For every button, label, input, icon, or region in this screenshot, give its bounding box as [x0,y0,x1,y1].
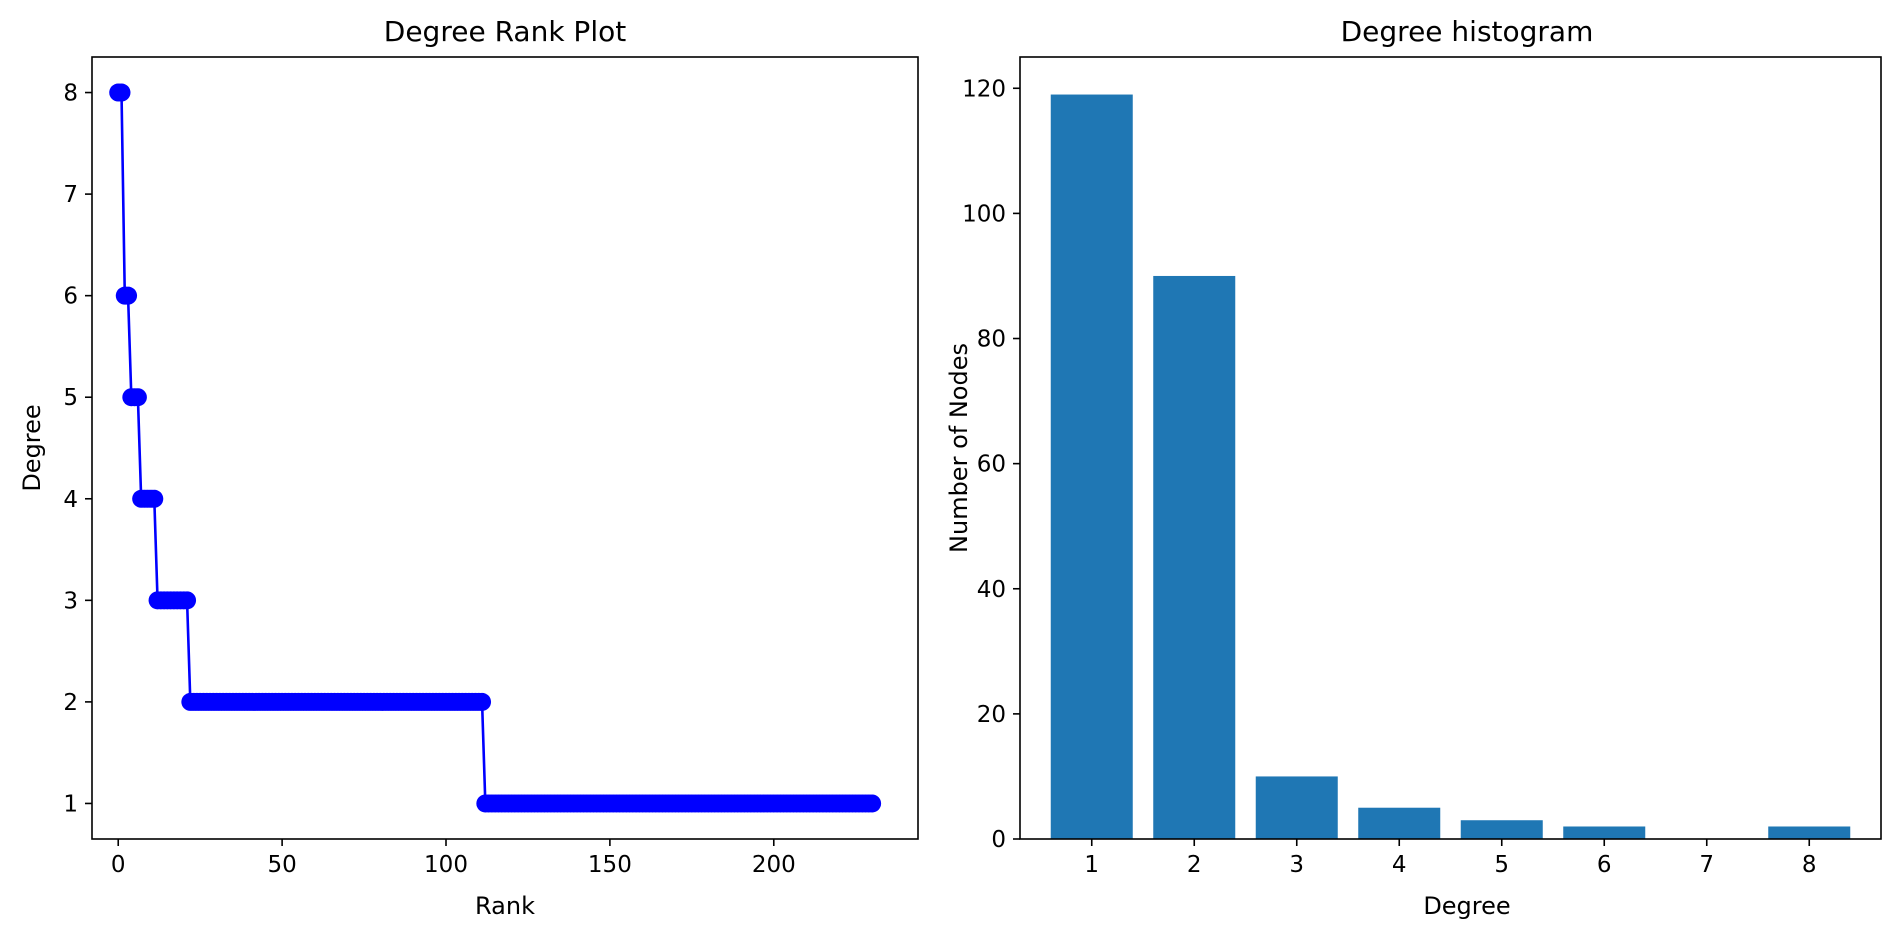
rank-plot-point [178,591,197,610]
histogram-x-tick-label: 2 [1187,852,1202,878]
degree-rank-plot: Degree Rank Plot 0 50 100 150 200 1 2 3 4 5 6 7 8 Ra… [18,15,919,920]
histogram-bar-degree-1 [1050,94,1133,839]
rank-plot-frame [91,56,919,840]
rank-plot-y-tick-label: 7 [63,182,78,208]
degree-histogram: Degree histogram 1 2 3 4 5 6 7 8020406080100120… [945,15,1882,920]
rank-plot-x-tick-label: 100 [424,852,468,878]
rank-plot-y-axis-label: Degree [18,404,46,491]
rank-plot-ticks: 0 50 100 150 200 1 2 3 4 5 6 7 8 [63,81,795,878]
rank-plot-y-tick-label: 6 [63,284,78,310]
histogram-y-tick-label: 0 [991,827,1006,853]
histogram-bar-degree-3 [1255,776,1338,839]
histogram-y-tick-label: 60 [977,452,1006,478]
rank-plot-point [112,83,131,102]
rank-plot-y-tick-label: 3 [63,588,78,614]
histogram-bar-degree-4 [1358,807,1441,839]
histogram-bar-degree-8 [1768,826,1851,839]
histogram-x-tick-label: 7 [1699,852,1714,878]
histogram-bar-degree-6 [1563,826,1646,839]
rank-plot-point [128,388,147,407]
rank-plot-y-tick-label: 2 [63,690,78,716]
histogram-bar-degree-5 [1460,820,1543,839]
histogram-y-tick-label: 80 [977,327,1006,353]
rank-plot-point [119,286,138,305]
histogram-data-area [1050,94,1851,840]
rank-plot-y-tick-label: 8 [63,81,78,107]
histogram-title: Degree histogram [1341,15,1594,48]
histogram-x-tick-label: 4 [1392,852,1407,878]
histogram-frame [1019,56,1882,840]
histogram-x-tick-label: 8 [1802,852,1817,878]
rank-plot-x-tick-label: 0 [111,852,126,878]
histogram-y-axis-label: Number of Nodes [945,343,973,553]
rank-plot-x-axis-label: Rank [475,892,535,920]
rank-plot-x-tick-label: 150 [588,852,632,878]
rank-plot-y-tick-label: 5 [63,385,78,411]
histogram-y-tick-label: 100 [962,201,1006,227]
histogram-x-tick-label: 6 [1597,852,1612,878]
histogram-x-tick-label: 3 [1289,852,1304,878]
rank-plot-y-tick-label: 1 [63,791,78,817]
histogram-bar-degree-2 [1153,275,1236,840]
histogram-y-tick-label: 40 [977,577,1006,603]
rank-plot-y-tick-label: 4 [63,487,78,513]
rank-plot-x-tick-label: 50 [267,852,296,878]
rank-plot-data-area [109,83,882,813]
histogram-x-tick-label: 1 [1084,852,1099,878]
rank-plot-x-tick-label: 200 [752,852,796,878]
rank-plot-point [863,794,882,813]
histogram-y-tick-label: 120 [962,76,1006,102]
histogram-x-axis-label: Degree [1423,892,1510,920]
rank-plot-point [145,489,164,508]
histogram-x-tick-label: 5 [1494,852,1509,878]
rank-plot-title: Degree Rank Plot [384,15,626,48]
rank-plot-point [473,692,492,711]
histogram-y-tick-label: 20 [977,702,1006,728]
